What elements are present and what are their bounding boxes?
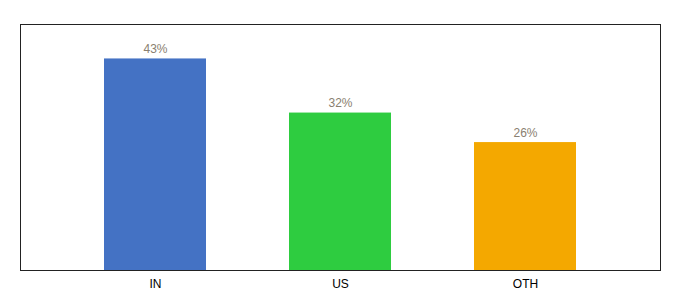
svg-text:US: US (332, 277, 349, 291)
svg-text:OTH: OTH (513, 277, 538, 291)
svg-text:26%: 26% (513, 126, 537, 140)
svg-text:32%: 32% (328, 96, 352, 110)
svg-text:IN: IN (150, 277, 162, 291)
svg-text:43%: 43% (143, 42, 167, 56)
